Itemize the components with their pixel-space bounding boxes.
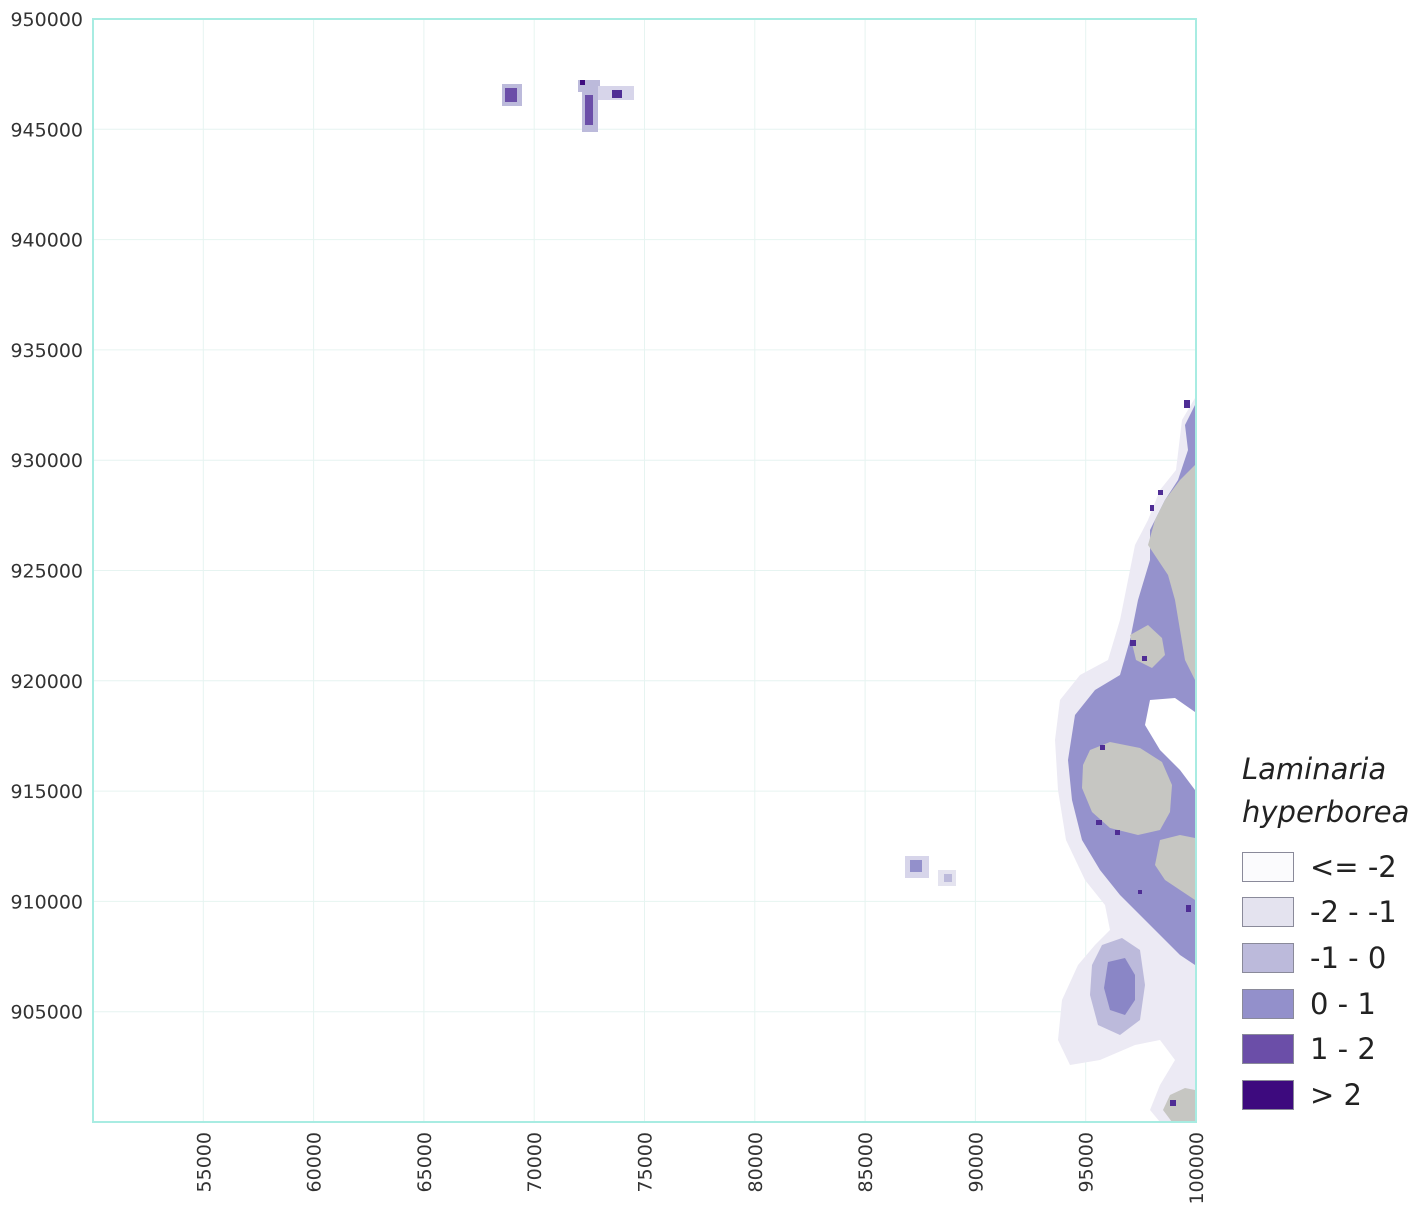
map-gridlines [93,18,1197,1122]
y-tick-label: 930000 [10,450,83,472]
y-tick-label: 915000 [10,781,83,803]
legend-label: 0 - 1 [1310,986,1376,1021]
y-tick-label: 905000 [10,1002,83,1024]
legend-label: -1 - 0 [1310,940,1387,975]
y-axis-ticks: 950000 945000 940000 935000 930000 925000 9200… [10,9,83,1024]
x-tick-label: 75000 [635,1132,657,1192]
x-tick-label: 55000 [193,1132,215,1192]
habitat-layer [502,80,1195,1122]
legend-class-list: <= -2 -2 - -1 -1 - 0 0 - 1 1 - 2 > 2 [1242,844,1422,1118]
y-tick-label: 940000 [10,230,83,252]
map-frame [92,18,1197,1123]
land-islet [1130,625,1165,668]
water-inlet [1145,698,1195,790]
x-axis-ticks: 55000 60000 65000 70000 75000 80000 85000 90000… [193,1132,1208,1205]
legend-label: > 2 [1310,1077,1362,1112]
legend-item: -1 - 0 [1242,935,1422,981]
legend-swatch [1242,851,1294,882]
x-tick-label: 90000 [965,1132,987,1192]
legend-title-line1: Laminaria [1242,752,1387,786]
legend-title-line2: hyperborea [1242,795,1410,829]
legend-item: > 2 [1242,1072,1422,1118]
x-tick-label: 100000 [1186,1132,1208,1205]
y-tick-label: 920000 [10,671,83,693]
legend-swatch [1242,897,1294,928]
x-tick-label: 65000 [414,1132,436,1192]
legend-item: 1 - 2 [1242,1026,1422,1072]
y-tick-label: 950000 [10,9,83,31]
y-tick-label: 945000 [10,119,83,141]
y-tick-label: 910000 [10,891,83,913]
land-mass-central [1082,742,1172,835]
x-tick-label: 70000 [524,1132,546,1192]
habitat-patches-mid [905,856,956,886]
x-tick-label: 85000 [855,1132,877,1192]
y-tick-label: 925000 [10,561,83,583]
legend-item: -2 - -1 [1242,890,1422,936]
legend-swatch [1242,1079,1294,1110]
legend-label: <= -2 [1310,849,1397,884]
x-tick-label: 60000 [304,1132,326,1192]
legend-item: <= -2 [1242,844,1422,890]
land-mass-south [1155,835,1195,900]
x-tick-label: 80000 [745,1132,767,1192]
legend-item: 0 - 1 [1242,981,1422,1027]
land-mass-north [1148,465,1195,680]
habitat-class-high-specks [1096,400,1191,1106]
legend-swatch [1242,942,1294,973]
legend-swatch [1242,988,1294,1019]
legend-swatch [1242,1034,1294,1065]
y-tick-label: 935000 [10,340,83,362]
x-tick-label: 95000 [1076,1132,1098,1192]
legend-label: 1 - 2 [1310,1032,1376,1067]
habitat-patches-north [502,80,634,132]
map-legend: Laminaria hyperborea <= -2 -2 - -1 -1 - … [1242,748,1422,1118]
legend-label: -2 - -1 [1310,895,1397,930]
land-mass-southeast [1163,1088,1195,1122]
habitat-patch-offshore-core [1104,958,1135,1015]
